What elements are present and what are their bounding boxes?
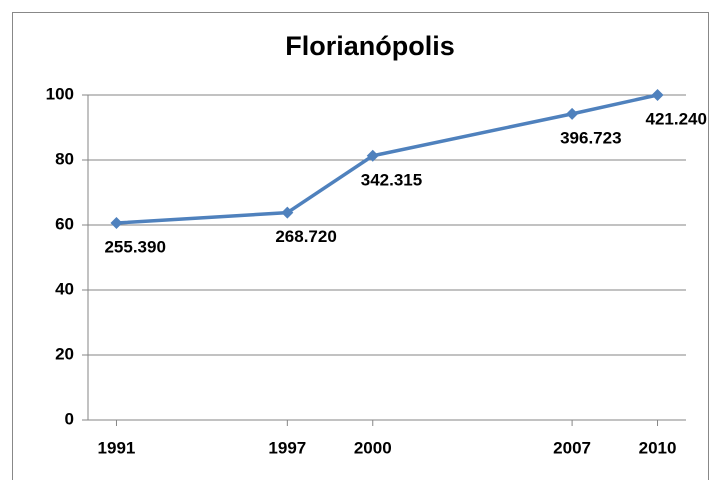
x-tick-label: 2010	[639, 438, 677, 457]
point-annotation: 342.315	[361, 170, 422, 189]
y-tick-label: 80	[55, 149, 74, 168]
point-annotation: 421.240	[646, 109, 707, 128]
y-tick-label: 60	[55, 214, 74, 233]
point-annotation: 255.390	[104, 238, 165, 257]
point-marker	[281, 206, 294, 219]
chart-frame	[12, 12, 709, 480]
x-tick-label: 1991	[98, 438, 136, 457]
point-marker	[566, 107, 579, 120]
x-tick-label: 2000	[354, 438, 392, 457]
point-annotation: 268.720	[275, 227, 336, 246]
y-tick-label: 100	[46, 84, 74, 103]
x-tick-label: 1997	[268, 438, 306, 457]
point-marker	[110, 217, 123, 230]
y-tick-label: 40	[55, 279, 74, 298]
point-annotation: 396.723	[560, 128, 621, 147]
y-tick-label: 20	[55, 344, 74, 363]
point-marker	[366, 149, 379, 162]
chart-title: Florianópolis	[285, 31, 455, 61]
point-marker	[651, 89, 664, 101]
y-tick-label: 0	[65, 409, 74, 428]
x-tick-label: 2007	[553, 438, 591, 457]
